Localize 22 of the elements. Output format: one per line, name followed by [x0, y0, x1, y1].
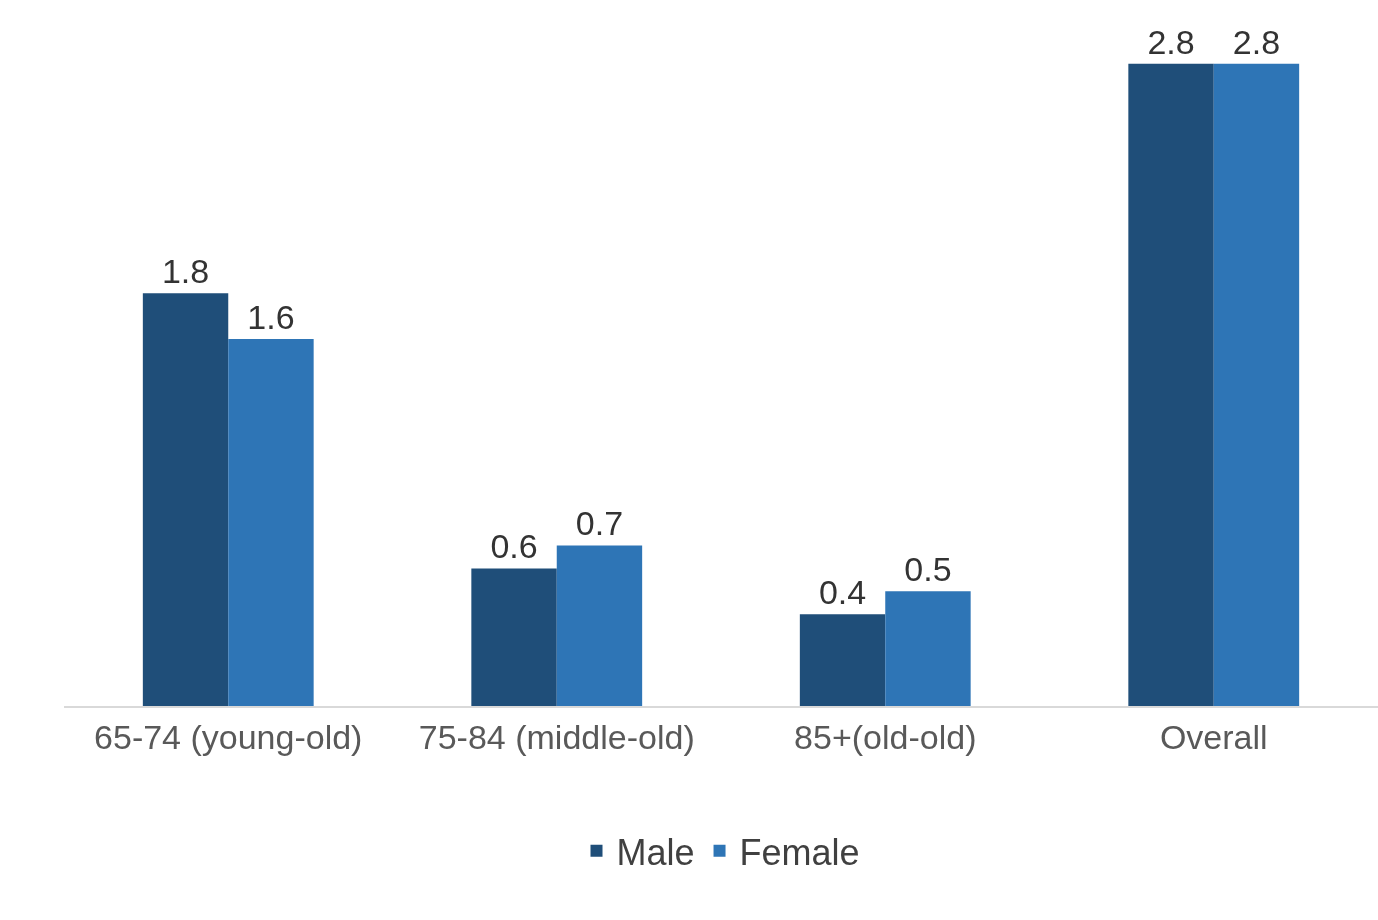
data-label: 1.8: [161, 252, 210, 291]
bar: [799, 614, 886, 706]
data-label: 0.7: [575, 504, 624, 543]
bar: [1213, 63, 1300, 706]
legend-label: Male: [616, 831, 695, 873]
bar: [142, 293, 229, 706]
x-tick-label: 65-74 (young-old): [94, 717, 363, 756]
data-label: 2.8: [1232, 22, 1281, 61]
legend-label: Female: [739, 831, 860, 873]
bar: [471, 568, 557, 706]
data-label: 2.8: [1147, 22, 1195, 61]
data-label: 0.4: [818, 573, 867, 612]
bar: [885, 591, 971, 706]
x-tick-label: 75-84 (middle-old): [418, 717, 695, 756]
bar: [1128, 63, 1214, 706]
data-label: 1.6: [247, 298, 295, 337]
x-tick-label: Overall: [1159, 717, 1268, 756]
x-tick-label: 85+(old-old): [794, 717, 977, 756]
bar: [228, 339, 314, 706]
bar: [556, 545, 643, 706]
data-label: 0.6: [490, 527, 538, 566]
data-label: 0.5: [904, 550, 952, 589]
